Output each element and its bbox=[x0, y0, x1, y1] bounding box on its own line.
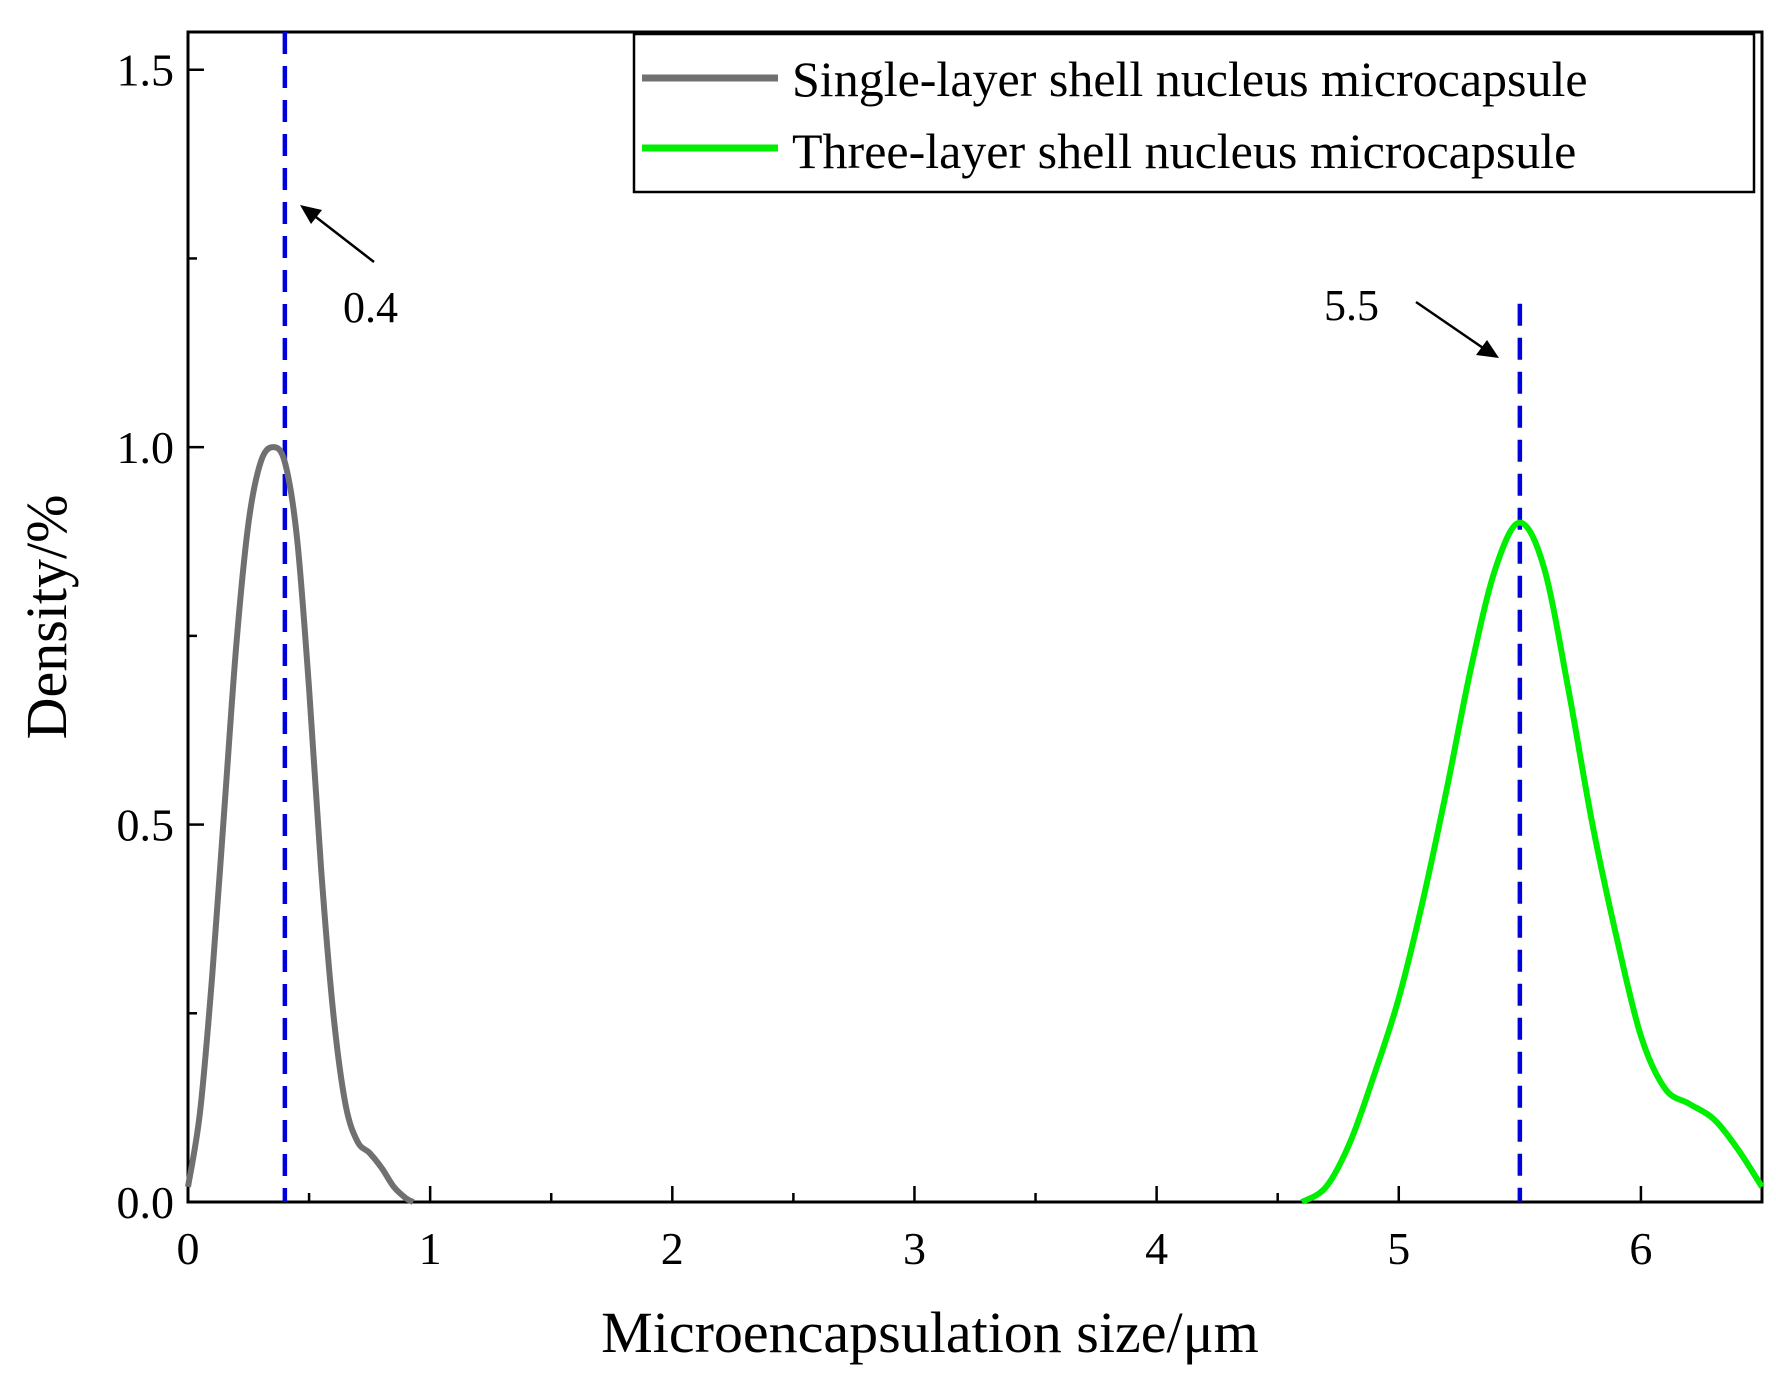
x-tick-label: 2 bbox=[661, 1223, 684, 1274]
y-tick-label: 1.0 bbox=[117, 422, 175, 473]
x-tick-label: 6 bbox=[1629, 1223, 1652, 1274]
y-tick-label: 1.5 bbox=[117, 45, 175, 96]
x-axis-ticks: 0 1 2 3 4 5 6 bbox=[177, 1186, 1652, 1274]
annotation-arrow-0-4 bbox=[311, 213, 375, 263]
y-tick-label: 0.0 bbox=[117, 1177, 175, 1228]
legend-label-three-layer: Three-layer shell nucleus microcapsule bbox=[792, 123, 1576, 179]
series-lines bbox=[185, 444, 1765, 1205]
x-tick-label: 1 bbox=[419, 1223, 442, 1274]
x-tick-label: 3 bbox=[903, 1223, 926, 1274]
x-tick-label: 4 bbox=[1145, 1223, 1168, 1274]
x-axis-title: Microencapsulation size/μm bbox=[601, 1300, 1259, 1365]
annotation-arrow-5-5 bbox=[1415, 300, 1487, 352]
x-tick-label: 5 bbox=[1387, 1223, 1410, 1274]
annotation-5-5: 5.5 bbox=[1324, 281, 1499, 358]
y-axis-title: Density/% bbox=[14, 495, 79, 740]
annotation-label-5-5: 5.5 bbox=[1324, 281, 1379, 330]
legend: Single-layer shell nucleus microcapsule … bbox=[632, 32, 1756, 194]
annotation-label-0-4: 0.4 bbox=[343, 283, 398, 332]
series-line-0 bbox=[185, 444, 415, 1205]
y-axis-ticks: 0.0 0.5 1.0 1.5 bbox=[117, 45, 204, 1228]
annotation-0-4: 0.4 bbox=[300, 205, 398, 332]
annotation-arrowhead-5-5 bbox=[1476, 340, 1499, 358]
y-tick-label: 0.5 bbox=[117, 800, 175, 851]
series-line-1 bbox=[1300, 519, 1765, 1205]
legend-label-single-layer: Single-layer shell nucleus microcapsule bbox=[792, 51, 1588, 107]
plot-frame bbox=[186, 30, 1764, 1204]
x-tick-label: 0 bbox=[177, 1223, 200, 1274]
legend-box bbox=[632, 32, 1756, 194]
annotation-arrowhead-0-4 bbox=[300, 205, 322, 224]
reference-lines bbox=[282, 32, 1523, 1202]
